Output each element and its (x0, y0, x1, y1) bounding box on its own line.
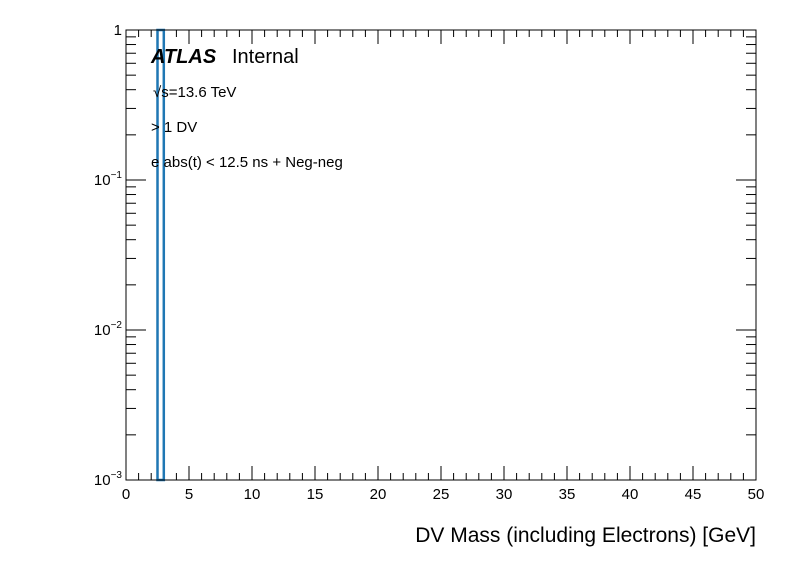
x-tick-label: 15 (307, 486, 324, 503)
x-tick-label: 35 (559, 486, 576, 503)
x-tick-label: 50 (748, 486, 765, 503)
selection-label-1: > 1 DV (151, 119, 197, 136)
x-tick-label: 45 (685, 486, 702, 503)
y-tick-label: 10−1 (94, 170, 123, 189)
x-tick-label: 20 (370, 486, 387, 503)
x-tick-labels: 0 5 10 15 20 25 30 35 40 45 50 (122, 486, 765, 503)
x-tick-label: 0 (122, 486, 130, 503)
x-tick-label: 10 (244, 486, 261, 503)
plot-frame (125, 29, 757, 481)
x-tick-label: 5 (185, 486, 193, 503)
selection-label-2: e abs(t) < 12.5 ns + Neg-neg (151, 154, 343, 171)
internal-label: Internal (232, 46, 299, 68)
x-tick-label: 40 (622, 486, 639, 503)
x-tick-label: 30 (496, 486, 513, 503)
atlas-label: ATLAS (150, 46, 217, 68)
energy-label: √s=13.6 TeV (153, 84, 236, 101)
y-tick-label: 10−2 (94, 320, 123, 339)
x-tick-label: 25 (433, 486, 450, 503)
x-axis-title: DV Mass (including Electrons) [GeV] (415, 524, 756, 547)
y-tick-label: 1 (114, 22, 122, 39)
y-tick-label: 10−3 (94, 470, 123, 489)
y-tick-labels: 1 10−1 10−2 10−3 (94, 22, 123, 489)
